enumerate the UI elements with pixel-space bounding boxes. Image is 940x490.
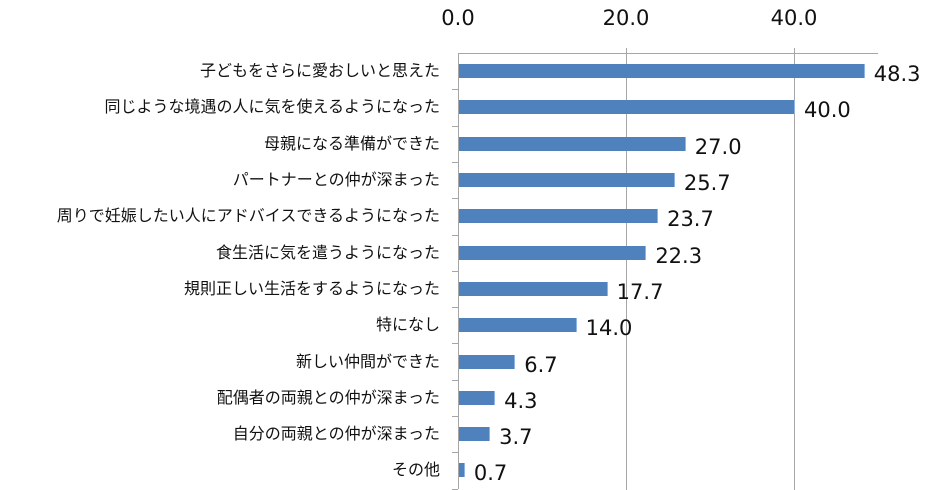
bar [459,64,865,79]
value-label: 25.7 [683,171,731,196]
category-tick [452,379,458,381]
category-tick [452,161,458,163]
category-tick [452,307,458,309]
category-tick [452,488,458,490]
bar [459,281,608,296]
bar [459,173,675,188]
bar [459,100,795,115]
bar [459,354,516,369]
category-tick [452,125,458,127]
value-label: 4.3 [504,388,538,413]
category-label: 子どもをさらに愛おしいと思えた [199,61,440,81]
bar [459,245,647,260]
bar [459,427,491,442]
category-tick [452,89,458,91]
x-tick-label: 0.0 [441,6,475,30]
value-label: 23.7 [667,207,714,232]
category-label: 規則正しい生活をするようになった [183,278,440,298]
category-tick [452,452,458,454]
category-label: 新しい仲間ができた [295,351,440,371]
category-label: 特になし [375,315,440,335]
bar [459,318,577,333]
category-label: 配偶者の両親との仲が深まった [216,387,440,407]
category-tick [452,416,458,417]
x-axis-line [458,53,878,54]
category-tick [452,270,458,272]
bar [459,463,465,478]
gridline [794,48,795,490]
category-label: 同じような境遇の人に気を使えるようになった [104,97,440,117]
value-label: 17.7 [616,279,664,304]
y-axis-line [458,53,459,489]
bar [459,390,496,405]
bar [459,209,659,224]
category-tick [452,343,458,345]
value-label: 22.3 [655,243,703,268]
value-label: 40.0 [804,98,851,123]
category-label: パートナーとの仲が深まった [232,170,440,190]
category-label: その他 [391,460,440,480]
x-tick-label: 20.0 [602,6,650,30]
category-label: 母親になる準備ができた [263,133,440,153]
category-label: 食生活に気を遣うようになった [215,242,440,262]
category-label: 周りで妊娠したい人にアドバイスできるようになった [56,206,440,226]
value-label: 14.0 [585,316,633,341]
gridline [626,48,627,490]
value-label: 48.3 [873,62,921,87]
category-tick [452,234,458,236]
category-tick [452,198,458,200]
value-label: 3.7 [499,425,533,450]
value-label: 6.7 [524,352,558,377]
x-tick-label: 40.0 [770,6,818,30]
category-label: 自分の両親との仲が深まった [232,424,440,444]
value-label: 0.7 [473,461,508,486]
bar [459,136,686,151]
value-label: 27.0 [694,134,742,159]
